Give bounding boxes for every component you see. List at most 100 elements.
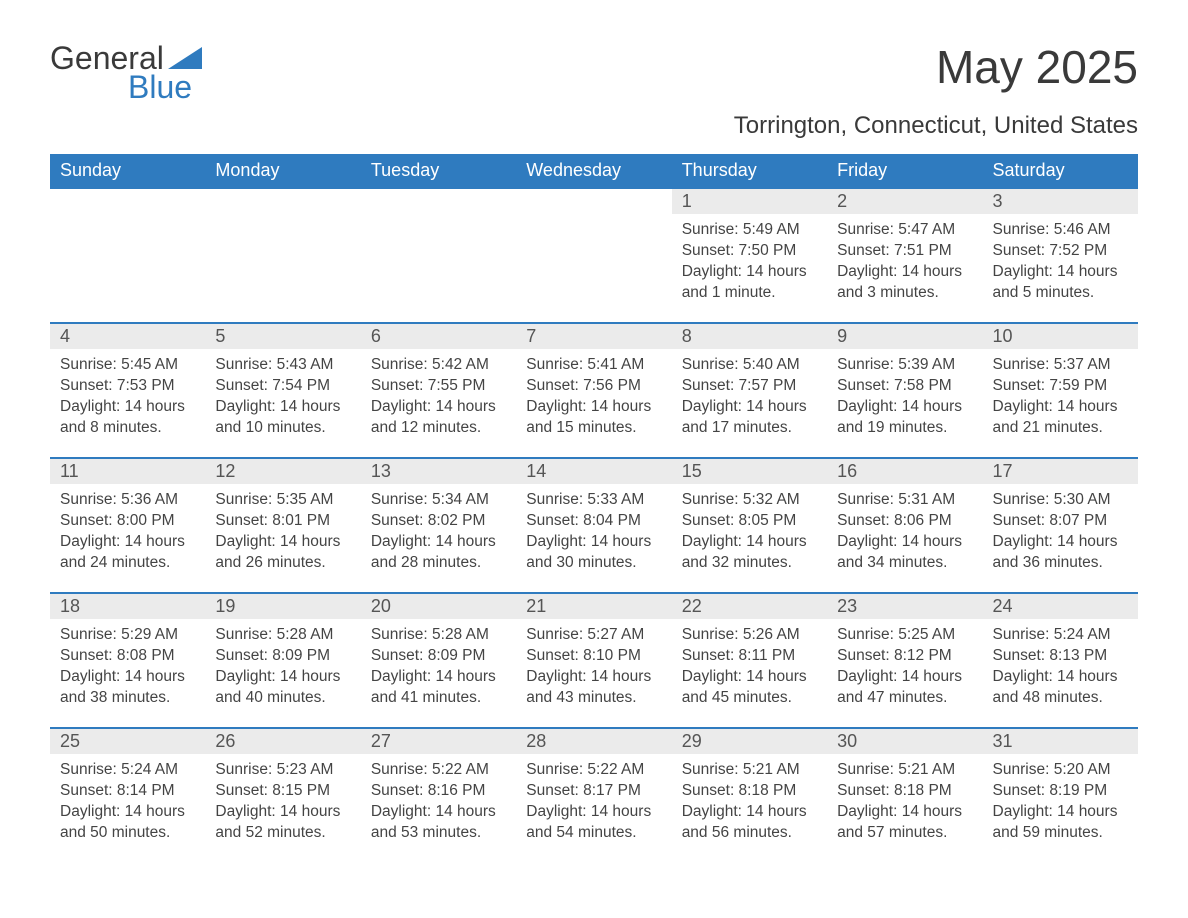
day-body: Sunrise: 5:24 AMSunset: 8:14 PMDaylight:… [50,754,205,862]
daylight-text: Daylight: 14 hours and 30 minutes. [526,532,661,574]
daylight-text: Daylight: 14 hours and 34 minutes. [837,532,972,574]
daylight-text: Daylight: 14 hours and 8 minutes. [60,397,195,439]
sunset-text: Sunset: 7:57 PM [682,376,817,397]
daylight-text: Daylight: 14 hours and 21 minutes. [993,397,1128,439]
daylight-text: Daylight: 14 hours and 32 minutes. [682,532,817,574]
calendar-day-cell: 11Sunrise: 5:36 AMSunset: 8:00 PMDayligh… [50,458,205,593]
sunset-text: Sunset: 8:17 PM [526,781,661,802]
day-body [361,214,516,322]
calendar-day-cell: 16Sunrise: 5:31 AMSunset: 8:06 PMDayligh… [827,458,982,593]
calendar-day-cell: 26Sunrise: 5:23 AMSunset: 8:15 PMDayligh… [205,728,360,862]
day-body: Sunrise: 5:22 AMSunset: 8:16 PMDaylight:… [361,754,516,862]
sunrise-text: Sunrise: 5:21 AM [837,760,972,781]
sunset-text: Sunset: 8:19 PM [993,781,1128,802]
day-body: Sunrise: 5:36 AMSunset: 8:00 PMDaylight:… [50,484,205,592]
sunset-text: Sunset: 8:07 PM [993,511,1128,532]
day-body: Sunrise: 5:30 AMSunset: 8:07 PMDaylight:… [983,484,1138,592]
daylight-text: Daylight: 14 hours and 12 minutes. [371,397,506,439]
sunrise-text: Sunrise: 5:43 AM [215,355,350,376]
calendar-day-cell [205,188,360,323]
weekday-header: Tuesday [361,154,516,188]
daylight-text: Daylight: 14 hours and 54 minutes. [526,802,661,844]
calendar-week-row: 11Sunrise: 5:36 AMSunset: 8:00 PMDayligh… [50,458,1138,593]
calendar-day-cell: 13Sunrise: 5:34 AMSunset: 8:02 PMDayligh… [361,458,516,593]
calendar-day-cell: 31Sunrise: 5:20 AMSunset: 8:19 PMDayligh… [983,728,1138,862]
sunset-text: Sunset: 8:10 PM [526,646,661,667]
calendar-day-cell: 17Sunrise: 5:30 AMSunset: 8:07 PMDayligh… [983,458,1138,593]
sunset-text: Sunset: 7:52 PM [993,241,1128,262]
daylight-text: Daylight: 14 hours and 41 minutes. [371,667,506,709]
day-number: 3 [983,189,1138,214]
day-number: 4 [50,324,205,349]
day-number: 15 [672,459,827,484]
day-number: 27 [361,729,516,754]
sunrise-text: Sunrise: 5:20 AM [993,760,1128,781]
day-body: Sunrise: 5:26 AMSunset: 8:11 PMDaylight:… [672,619,827,727]
weekday-header: Sunday [50,154,205,188]
weekday-header: Saturday [983,154,1138,188]
day-body: Sunrise: 5:34 AMSunset: 8:02 PMDaylight:… [361,484,516,592]
calendar-day-cell: 27Sunrise: 5:22 AMSunset: 8:16 PMDayligh… [361,728,516,862]
sunset-text: Sunset: 8:09 PM [371,646,506,667]
sunrise-text: Sunrise: 5:28 AM [215,625,350,646]
calendar-day-cell: 19Sunrise: 5:28 AMSunset: 8:09 PMDayligh… [205,593,360,728]
day-body: Sunrise: 5:40 AMSunset: 7:57 PMDaylight:… [672,349,827,457]
calendar-day-cell: 2Sunrise: 5:47 AMSunset: 7:51 PMDaylight… [827,188,982,323]
day-number: 31 [983,729,1138,754]
sunrise-text: Sunrise: 5:33 AM [526,490,661,511]
day-number: 8 [672,324,827,349]
weekday-header: Thursday [672,154,827,188]
daylight-text: Daylight: 14 hours and 1 minute. [682,262,817,304]
sunset-text: Sunset: 7:59 PM [993,376,1128,397]
daylight-text: Daylight: 14 hours and 48 minutes. [993,667,1128,709]
day-number: 10 [983,324,1138,349]
sunset-text: Sunset: 7:54 PM [215,376,350,397]
sunrise-text: Sunrise: 5:40 AM [682,355,817,376]
sunset-text: Sunset: 7:51 PM [837,241,972,262]
day-number: 21 [516,594,671,619]
day-body: Sunrise: 5:27 AMSunset: 8:10 PMDaylight:… [516,619,671,727]
day-number: 13 [361,459,516,484]
location-subtitle: Torrington, Connecticut, United States [50,112,1138,140]
day-number: 20 [361,594,516,619]
calendar-day-cell: 22Sunrise: 5:26 AMSunset: 8:11 PMDayligh… [672,593,827,728]
daylight-text: Daylight: 14 hours and 45 minutes. [682,667,817,709]
sunrise-text: Sunrise: 5:22 AM [526,760,661,781]
day-body: Sunrise: 5:23 AMSunset: 8:15 PMDaylight:… [205,754,360,862]
day-body: Sunrise: 5:21 AMSunset: 8:18 PMDaylight:… [827,754,982,862]
daylight-text: Daylight: 14 hours and 52 minutes. [215,802,350,844]
sunrise-text: Sunrise: 5:34 AM [371,490,506,511]
daylight-text: Daylight: 14 hours and 36 minutes. [993,532,1128,574]
weekday-header: Friday [827,154,982,188]
sunset-text: Sunset: 8:18 PM [837,781,972,802]
sunset-text: Sunset: 8:14 PM [60,781,195,802]
day-number: 19 [205,594,360,619]
sunset-text: Sunset: 7:56 PM [526,376,661,397]
calendar-day-cell: 9Sunrise: 5:39 AMSunset: 7:58 PMDaylight… [827,323,982,458]
calendar-day-cell: 8Sunrise: 5:40 AMSunset: 7:57 PMDaylight… [672,323,827,458]
calendar-day-cell: 30Sunrise: 5:21 AMSunset: 8:18 PMDayligh… [827,728,982,862]
day-number: 11 [50,459,205,484]
sunset-text: Sunset: 7:53 PM [60,376,195,397]
day-number: 28 [516,729,671,754]
sunrise-text: Sunrise: 5:30 AM [993,490,1128,511]
sunset-text: Sunset: 8:08 PM [60,646,195,667]
sunrise-text: Sunrise: 5:24 AM [60,760,195,781]
sunset-text: Sunset: 8:02 PM [371,511,506,532]
daylight-text: Daylight: 14 hours and 15 minutes. [526,397,661,439]
day-body: Sunrise: 5:29 AMSunset: 8:08 PMDaylight:… [50,619,205,727]
logo-blue-text: Blue [128,69,192,106]
weekday-header: Monday [205,154,360,188]
page-title: May 2025 [936,40,1138,94]
sunrise-text: Sunrise: 5:47 AM [837,220,972,241]
day-number: 29 [672,729,827,754]
daylight-text: Daylight: 14 hours and 43 minutes. [526,667,661,709]
calendar-day-cell [361,188,516,323]
sunrise-text: Sunrise: 5:37 AM [993,355,1128,376]
day-number: 14 [516,459,671,484]
calendar-day-cell [50,188,205,323]
sunrise-text: Sunrise: 5:41 AM [526,355,661,376]
day-body: Sunrise: 5:46 AMSunset: 7:52 PMDaylight:… [983,214,1138,322]
day-number: 25 [50,729,205,754]
sunrise-text: Sunrise: 5:23 AM [215,760,350,781]
